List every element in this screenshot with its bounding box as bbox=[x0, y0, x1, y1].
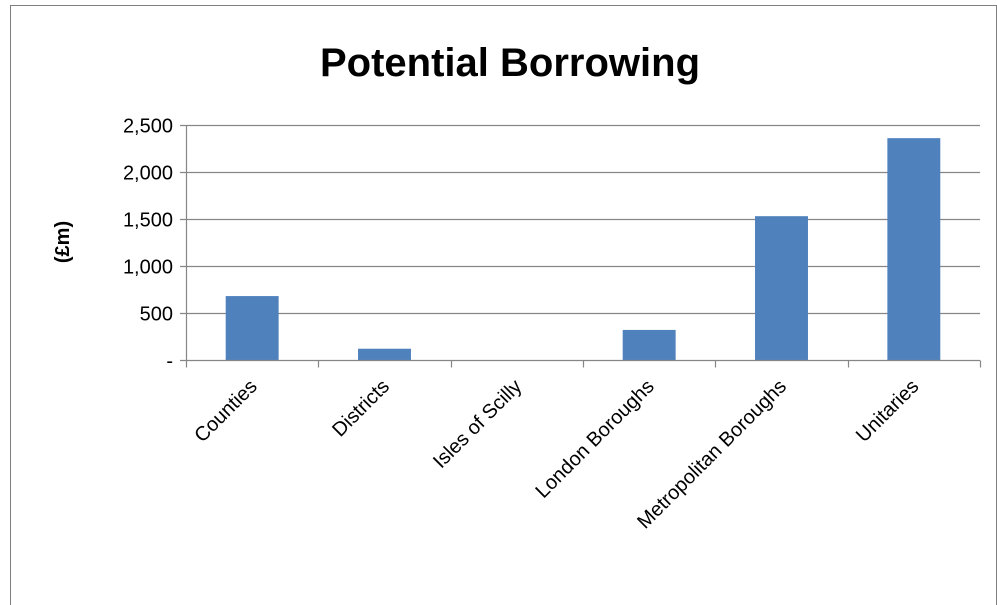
bar-metropolitan-boroughs bbox=[755, 216, 808, 360]
gridlines bbox=[180, 124, 980, 315]
x-tick-label: Unitaries bbox=[852, 375, 923, 446]
bar-districts bbox=[358, 348, 411, 360]
x-tick-label: London Boroughs bbox=[531, 375, 658, 502]
y-tick-label: 1,000 bbox=[123, 257, 173, 279]
chart-title: Potential Borrowing bbox=[320, 41, 700, 85]
y-axis-label: (£m) bbox=[52, 221, 74, 263]
axes bbox=[180, 125, 982, 368]
x-tick-label: Metropolitan Boroughs bbox=[633, 375, 791, 533]
bar-counties bbox=[225, 296, 279, 360]
bars bbox=[225, 138, 941, 360]
x-tick-label: Isles of Scilly bbox=[429, 375, 526, 472]
bar-london-boroughs bbox=[622, 329, 676, 360]
x-tick-label: Counties bbox=[190, 375, 261, 446]
x-tick-label: Districts bbox=[328, 375, 394, 441]
y-tick-label: 2,000 bbox=[123, 163, 173, 185]
y-tick-label: - bbox=[166, 351, 173, 373]
y-tick-labels: - 500 1,000 1,500 2,000 2,500 bbox=[123, 116, 173, 373]
y-tick-label: 2,500 bbox=[123, 116, 173, 138]
x-tick-labels: Counties Districts Isles of Scilly London B… bbox=[190, 375, 923, 533]
y-tick-label: 500 bbox=[140, 304, 173, 326]
y-tick-label: 1,500 bbox=[123, 210, 173, 232]
bar-unitaries bbox=[887, 138, 941, 360]
